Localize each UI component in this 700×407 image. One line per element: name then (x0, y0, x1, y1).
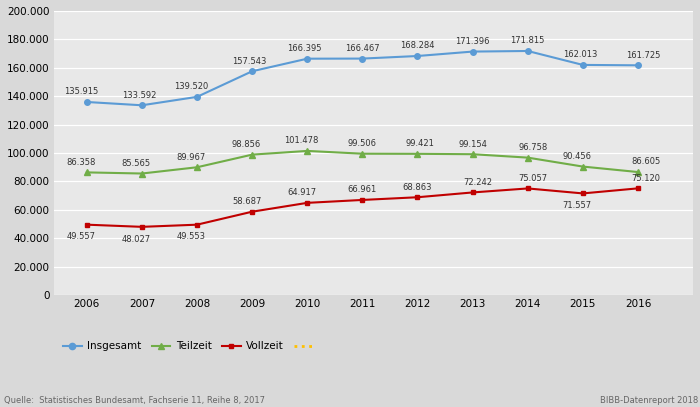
Text: 90.456: 90.456 (563, 152, 592, 161)
Text: 75.120: 75.120 (632, 174, 661, 183)
Text: 85.565: 85.565 (122, 159, 151, 168)
Text: 66.961: 66.961 (348, 186, 377, 195)
Text: 86.605: 86.605 (631, 158, 661, 166)
Text: BIBB-Datenreport 2018: BIBB-Datenreport 2018 (601, 396, 699, 405)
Text: 133.592: 133.592 (122, 91, 156, 100)
Text: 139.520: 139.520 (174, 82, 209, 91)
Legend: Insgesamt, Teilzeit, Vollzeit, : Insgesamt, Teilzeit, Vollzeit, (59, 337, 322, 356)
Text: 71.557: 71.557 (563, 201, 592, 210)
Text: 86.358: 86.358 (66, 158, 96, 167)
Text: 162.013: 162.013 (563, 50, 597, 59)
Text: 166.395: 166.395 (287, 44, 322, 53)
Text: 157.543: 157.543 (232, 57, 267, 66)
Text: 72.242: 72.242 (463, 178, 493, 187)
Text: 99.421: 99.421 (406, 139, 435, 148)
Text: 89.967: 89.967 (177, 153, 206, 162)
Text: Quelle:  Statistisches Bundesamt, Fachserie 11, Reihe 8, 2017: Quelle: Statistisches Bundesamt, Fachser… (4, 396, 265, 405)
Text: 101.478: 101.478 (284, 136, 319, 145)
Text: 166.467: 166.467 (345, 44, 379, 53)
Text: 171.396: 171.396 (456, 37, 490, 46)
Text: 99.154: 99.154 (458, 140, 487, 149)
Text: 64.917: 64.917 (287, 188, 316, 197)
Text: 49.557: 49.557 (66, 232, 96, 241)
Text: 58.687: 58.687 (232, 197, 261, 206)
Text: 135.915: 135.915 (64, 88, 99, 96)
Text: 161.725: 161.725 (626, 51, 661, 60)
Text: 49.553: 49.553 (177, 232, 206, 241)
Text: 48.027: 48.027 (122, 234, 151, 243)
Text: 168.284: 168.284 (400, 42, 435, 50)
Text: 75.057: 75.057 (519, 174, 548, 183)
Text: 96.758: 96.758 (519, 143, 548, 152)
Text: 68.863: 68.863 (402, 183, 432, 192)
Text: 171.815: 171.815 (510, 37, 545, 46)
Text: 98.856: 98.856 (232, 140, 261, 149)
Text: 99.506: 99.506 (348, 139, 377, 148)
